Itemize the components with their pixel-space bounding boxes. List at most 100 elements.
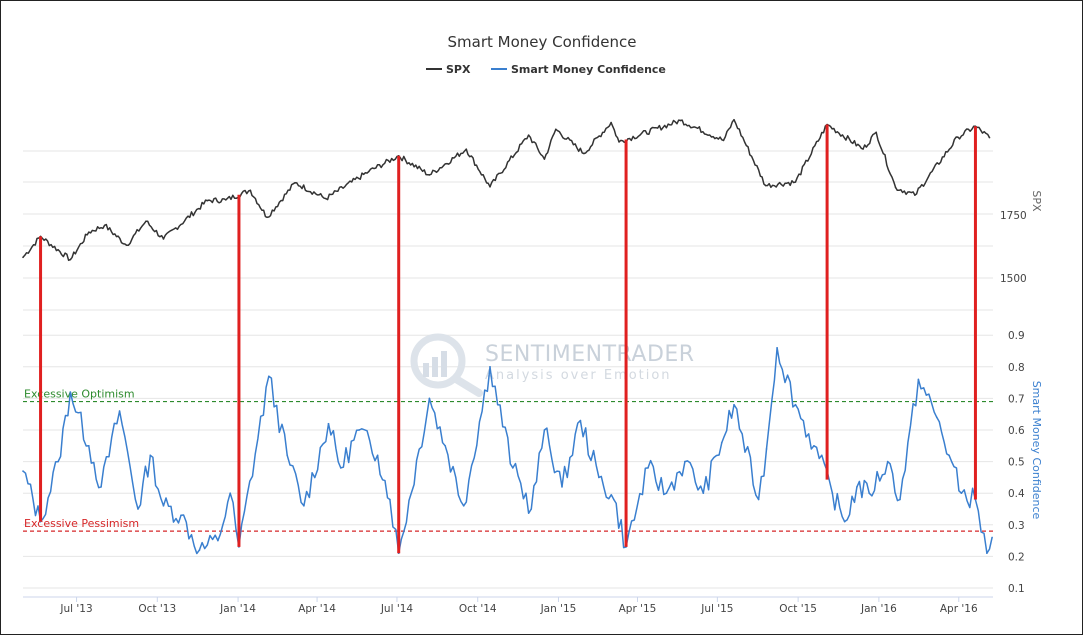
x-tick-label: Jul '13: [59, 603, 92, 615]
smc-data-point: [856, 486, 858, 488]
spx-data-point: [894, 186, 897, 189]
x-tick-label: Oct '13: [138, 603, 176, 615]
legend-item[interactable]: SPX: [426, 63, 471, 76]
legend-label: Smart Money Confidence: [511, 63, 666, 76]
spx-data-point: [988, 136, 991, 139]
x-tick-label: Apr '15: [619, 603, 657, 615]
watermark-bar-icon: [432, 357, 438, 377]
smc-data-point: [198, 549, 201, 551]
smc-data-point: [948, 454, 950, 457]
smc-data-point: [543, 429, 546, 431]
legend: SPX Smart Money Confidence: [426, 63, 666, 76]
smc-data-point: [69, 391, 72, 393]
x-tick-label: Jul '14: [380, 603, 414, 615]
smc-data-point: [180, 514, 182, 517]
smc-tick-label: 0.8: [1008, 362, 1025, 374]
smc-data-point: [960, 492, 963, 495]
smc-data-point: [561, 486, 563, 488]
spx-tick-label: 1500: [1000, 273, 1027, 285]
spx-data-point: [527, 134, 530, 136]
smc-data-point: [899, 498, 901, 501]
spx-series-line: [22, 118, 991, 262]
spx-data-point: [862, 148, 864, 150]
smc-data-point: [831, 492, 834, 495]
smc-data-point: [612, 498, 615, 501]
smc-data-point: [991, 536, 993, 539]
spx-data-point: [224, 199, 227, 201]
smc-data-point: [757, 498, 760, 501]
x-tick-label: Jan '16: [860, 603, 897, 615]
spx-data-point: [162, 238, 165, 240]
smc-data-point: [444, 445, 447, 447]
spx-data-point: [543, 158, 546, 160]
smc-data-point: [917, 378, 920, 381]
smc-data-point: [886, 460, 889, 463]
smc-data-point: [702, 492, 705, 495]
watermark-handle-icon: [452, 375, 483, 397]
spx-data-point: [679, 119, 682, 122]
smc-data-point: [530, 508, 533, 510]
legend-item[interactable]: Smart Money Confidence: [491, 63, 666, 76]
smc-data-point: [579, 419, 582, 422]
smc-tick-label: 0.3: [1008, 520, 1025, 532]
smc-data-point: [512, 467, 514, 469]
smc-data-point: [303, 505, 305, 507]
smc-data-point: [462, 505, 465, 507]
spx-data-point: [249, 189, 252, 192]
smc-data-point: [598, 476, 600, 479]
spx-data-point: [875, 131, 878, 134]
spx-data-point: [722, 139, 725, 142]
x-tick-label: Apr '14: [298, 603, 336, 615]
spx-data-point: [325, 197, 327, 200]
smc-data-point: [720, 441, 723, 444]
smc-tick-label: 0.6: [1008, 425, 1025, 437]
spx-data-point: [583, 152, 585, 155]
smc-data-point: [647, 467, 649, 469]
spx-data-point: [489, 185, 491, 188]
grid-lines: [23, 150, 993, 589]
smc-tick-label: 0.7: [1008, 393, 1025, 405]
spx-data-point: [957, 136, 959, 138]
smc-data-point: [118, 410, 121, 412]
smc-data-point: [776, 347, 778, 349]
smc-data-point: [936, 416, 938, 419]
watermark-bar-icon: [441, 351, 447, 377]
smc-data-point: [229, 492, 231, 495]
smc-tick-label: 0.2: [1008, 551, 1025, 563]
threshold-lines: Excessive Optimism Excessive Pessimism: [23, 388, 993, 532]
smc-data-point: [733, 403, 735, 406]
spx-data-point: [465, 148, 468, 151]
x-tick-label: Oct '14: [459, 603, 497, 615]
smc-data-point: [665, 492, 668, 495]
smc-data-point: [57, 460, 59, 463]
legend-label: SPX: [446, 63, 471, 76]
smc-tick-label: 0.1: [1008, 583, 1025, 595]
spx-data-point: [368, 170, 370, 173]
smc-data-point: [794, 403, 797, 406]
spx-data-point: [125, 244, 128, 247]
watermark-brand: SENTIMENTRADER: [485, 342, 695, 367]
spx-data-point: [88, 231, 90, 233]
watermark-logo-icon: [410, 333, 466, 389]
smc-data-point: [358, 429, 361, 431]
spx-data-point: [733, 118, 735, 121]
smc-data-point: [267, 375, 270, 378]
spx-data-point: [914, 194, 916, 196]
smc-data-point: [100, 486, 102, 488]
spx-data-point: [618, 141, 620, 143]
axes: Jul '13 Oct '13 Jan '14 Apr '14 Jul '14 Oct '…: [23, 190, 1043, 615]
smc-data-point: [489, 366, 491, 368]
watermark-bar-icon: [423, 363, 429, 377]
smc-data-point: [286, 454, 289, 457]
spx-data-point: [103, 224, 106, 227]
spx-data-point: [764, 184, 767, 187]
series-layer: [22, 118, 993, 555]
smc-data-point: [376, 454, 379, 457]
watermark-tagline: Analysis over Emotion: [485, 368, 672, 383]
smc-data-point: [986, 552, 988, 555]
spx-data-point: [428, 174, 431, 176]
smc-data-point: [339, 467, 342, 469]
smc-data-point: [843, 520, 846, 523]
